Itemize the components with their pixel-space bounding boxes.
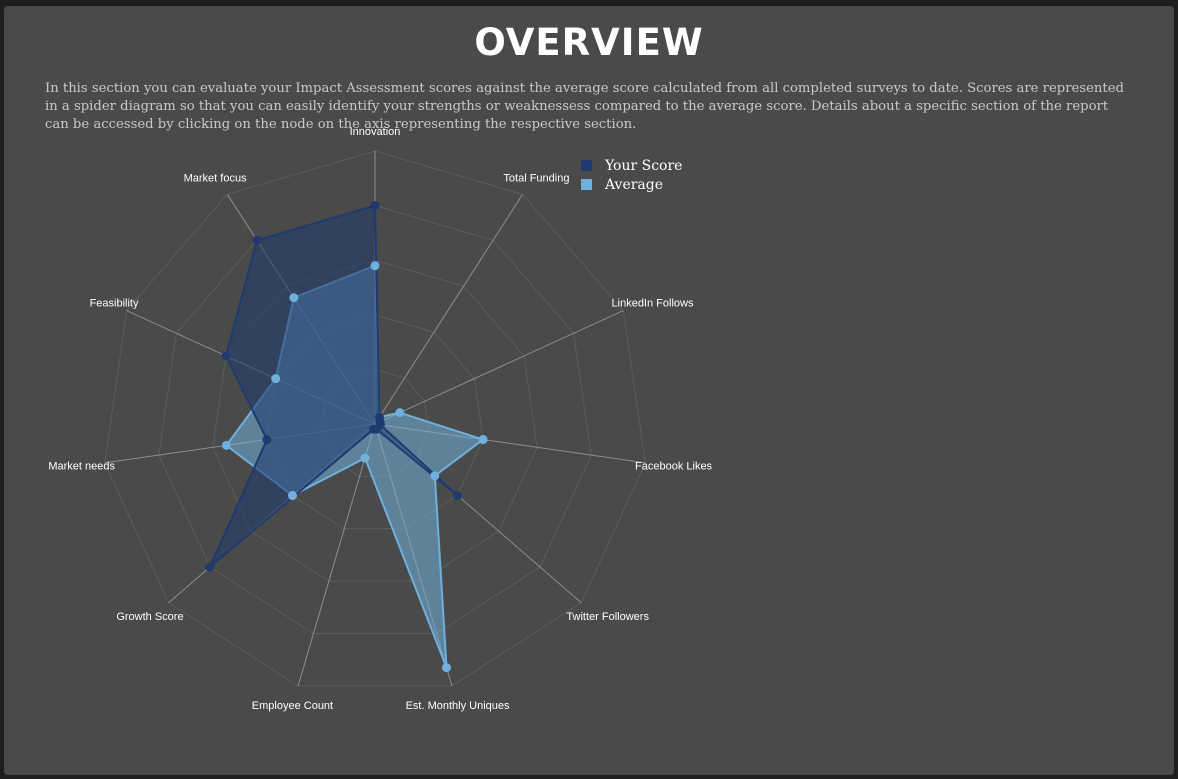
axis-label-facebook-likes[interactable]: Facebook Likes — [635, 461, 713, 473]
node-your-score-feasibility[interactable] — [221, 351, 231, 361]
overview-panel: OVERVIEW In this section you can evaluat… — [4, 6, 1174, 775]
axis-label-linkedin-follows[interactable]: LinkedIn Follows — [612, 297, 694, 309]
node-average-innovation[interactable] — [370, 261, 380, 271]
page-title: OVERVIEW — [474, 21, 704, 64]
axis-label-feasibility[interactable]: Feasibility — [90, 297, 139, 309]
axis-line-linkedin-follows — [374, 310, 624, 425]
axis-line-employee-count — [297, 423, 376, 687]
grid-ring-5 — [104, 150, 646, 687]
axis-label-growth-score[interactable]: Growth Score — [116, 611, 183, 623]
grid-ring-4 — [158, 205, 592, 635]
legend-swatch-your-score — [581, 160, 592, 171]
node-your-score-market-focus[interactable] — [252, 235, 262, 245]
node-your-score-market-needs[interactable] — [262, 435, 272, 445]
radar-axis-labels: Innovation Total Funding LinkedIn Follows F… — [48, 126, 712, 712]
node-average-linkedin-follows[interactable] — [395, 408, 405, 418]
axis-label-market-focus[interactable]: Market focus — [184, 173, 247, 185]
node-average-market-focus[interactable] — [289, 293, 299, 303]
node-your-score-employee-count[interactable] — [368, 424, 378, 434]
axis-line-total-funding — [374, 194, 524, 425]
node-average-employee-count[interactable] — [360, 453, 370, 463]
axis-label-twitter-followers[interactable]: Twitter Followers — [566, 611, 649, 623]
node-average-feasibility[interactable] — [271, 374, 281, 384]
chart-legend: Your Score Average — [581, 158, 682, 193]
radar-nodes — [205, 201, 488, 673]
axis-label-total-funding[interactable]: Total Funding — [503, 173, 569, 185]
node-average-facebook-likes[interactable] — [478, 435, 488, 445]
axis-label-est-monthly-uniques[interactable]: Est. Monthly Uniques — [406, 700, 510, 712]
node-average-twitter-followers[interactable] — [430, 471, 440, 481]
node-your-score-growth-score[interactable] — [205, 562, 215, 572]
node-average-growth-score[interactable] — [287, 491, 297, 501]
axis-label-employee-count[interactable]: Employee Count — [252, 700, 333, 712]
node-average-market-needs[interactable] — [221, 440, 231, 450]
legend-label-average: Average — [604, 177, 663, 193]
legend-swatch-average — [581, 179, 592, 190]
axis-label-market-needs[interactable]: Market needs — [48, 461, 115, 473]
node-your-score-twitter-followers[interactable] — [453, 491, 463, 501]
legend-label-your-score: Your Score — [604, 158, 682, 174]
intro-text: In this section you can evaluate your Im… — [45, 81, 1124, 132]
node-average-est-monthly-uniques[interactable] — [442, 663, 452, 673]
axis-label-innovation[interactable]: Innovation — [350, 126, 401, 138]
radar-chart: Innovation Total Funding LinkedIn Follows F… — [48, 126, 712, 712]
node-your-score-innovation[interactable] — [370, 201, 380, 211]
radar-areas — [208, 204, 485, 669]
